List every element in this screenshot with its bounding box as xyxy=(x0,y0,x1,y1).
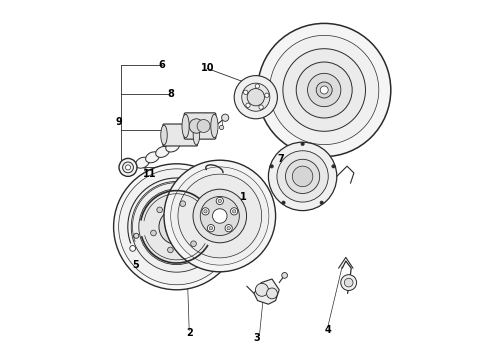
FancyBboxPatch shape xyxy=(184,113,216,139)
Circle shape xyxy=(119,169,235,285)
Circle shape xyxy=(282,273,288,278)
Ellipse shape xyxy=(161,125,167,145)
Circle shape xyxy=(213,209,227,223)
Circle shape xyxy=(216,197,223,204)
Text: 4: 4 xyxy=(324,325,331,335)
Circle shape xyxy=(277,151,328,202)
Circle shape xyxy=(316,82,332,98)
Text: 11: 11 xyxy=(143,168,156,179)
Polygon shape xyxy=(254,279,279,304)
Circle shape xyxy=(220,125,224,130)
Circle shape xyxy=(270,35,379,145)
Circle shape xyxy=(344,278,353,287)
Circle shape xyxy=(159,209,194,244)
Circle shape xyxy=(301,142,304,146)
Circle shape xyxy=(267,288,277,299)
Circle shape xyxy=(171,221,182,233)
Text: 9: 9 xyxy=(116,117,122,127)
Circle shape xyxy=(246,103,250,107)
Ellipse shape xyxy=(182,114,189,138)
Circle shape xyxy=(259,105,263,109)
Circle shape xyxy=(296,62,352,118)
Circle shape xyxy=(171,167,269,265)
Circle shape xyxy=(265,93,269,98)
Circle shape xyxy=(131,181,222,272)
Text: 1: 1 xyxy=(240,192,246,202)
Circle shape xyxy=(180,201,186,207)
Ellipse shape xyxy=(136,157,149,168)
Circle shape xyxy=(202,208,209,215)
Circle shape xyxy=(218,199,221,203)
Text: 10: 10 xyxy=(200,63,214,73)
Text: 8: 8 xyxy=(168,89,174,99)
Circle shape xyxy=(178,174,262,258)
Text: 7: 7 xyxy=(278,154,284,164)
Circle shape xyxy=(320,201,323,204)
Ellipse shape xyxy=(166,141,179,152)
Circle shape xyxy=(209,226,213,230)
Circle shape xyxy=(293,166,313,187)
Circle shape xyxy=(269,142,337,211)
Circle shape xyxy=(255,283,269,296)
Circle shape xyxy=(341,275,357,291)
Circle shape xyxy=(227,226,230,230)
Circle shape xyxy=(232,210,236,213)
Circle shape xyxy=(191,241,196,247)
Ellipse shape xyxy=(156,147,170,157)
Circle shape xyxy=(164,160,275,272)
Circle shape xyxy=(150,230,156,236)
Text: 2: 2 xyxy=(186,328,193,338)
Circle shape xyxy=(221,114,229,121)
Circle shape xyxy=(193,189,246,243)
Circle shape xyxy=(234,76,277,119)
Text: 6: 6 xyxy=(159,60,166,70)
Circle shape xyxy=(157,207,163,213)
Circle shape xyxy=(134,233,139,238)
Circle shape xyxy=(200,197,239,235)
Circle shape xyxy=(247,89,265,106)
Circle shape xyxy=(286,159,319,194)
Circle shape xyxy=(197,120,210,132)
Circle shape xyxy=(320,86,328,94)
Circle shape xyxy=(270,165,273,168)
Text: 5: 5 xyxy=(132,260,139,270)
Circle shape xyxy=(244,90,248,94)
Circle shape xyxy=(139,189,215,265)
Circle shape xyxy=(225,225,232,232)
Circle shape xyxy=(204,210,207,213)
Circle shape xyxy=(122,162,133,173)
Circle shape xyxy=(189,119,204,133)
Circle shape xyxy=(168,247,173,253)
Circle shape xyxy=(308,73,341,107)
FancyBboxPatch shape xyxy=(163,124,197,146)
Circle shape xyxy=(197,218,202,224)
Circle shape xyxy=(207,225,215,232)
Circle shape xyxy=(283,49,366,131)
Ellipse shape xyxy=(193,125,199,145)
Circle shape xyxy=(125,165,130,170)
Circle shape xyxy=(119,158,137,176)
Circle shape xyxy=(230,208,238,215)
Circle shape xyxy=(130,246,136,251)
Circle shape xyxy=(282,201,285,204)
Circle shape xyxy=(242,83,270,111)
Circle shape xyxy=(114,164,240,290)
Text: 3: 3 xyxy=(254,333,261,343)
Circle shape xyxy=(255,84,260,88)
Circle shape xyxy=(332,165,335,168)
Ellipse shape xyxy=(211,114,218,138)
Ellipse shape xyxy=(146,152,159,163)
Circle shape xyxy=(165,215,188,238)
Circle shape xyxy=(258,23,391,157)
